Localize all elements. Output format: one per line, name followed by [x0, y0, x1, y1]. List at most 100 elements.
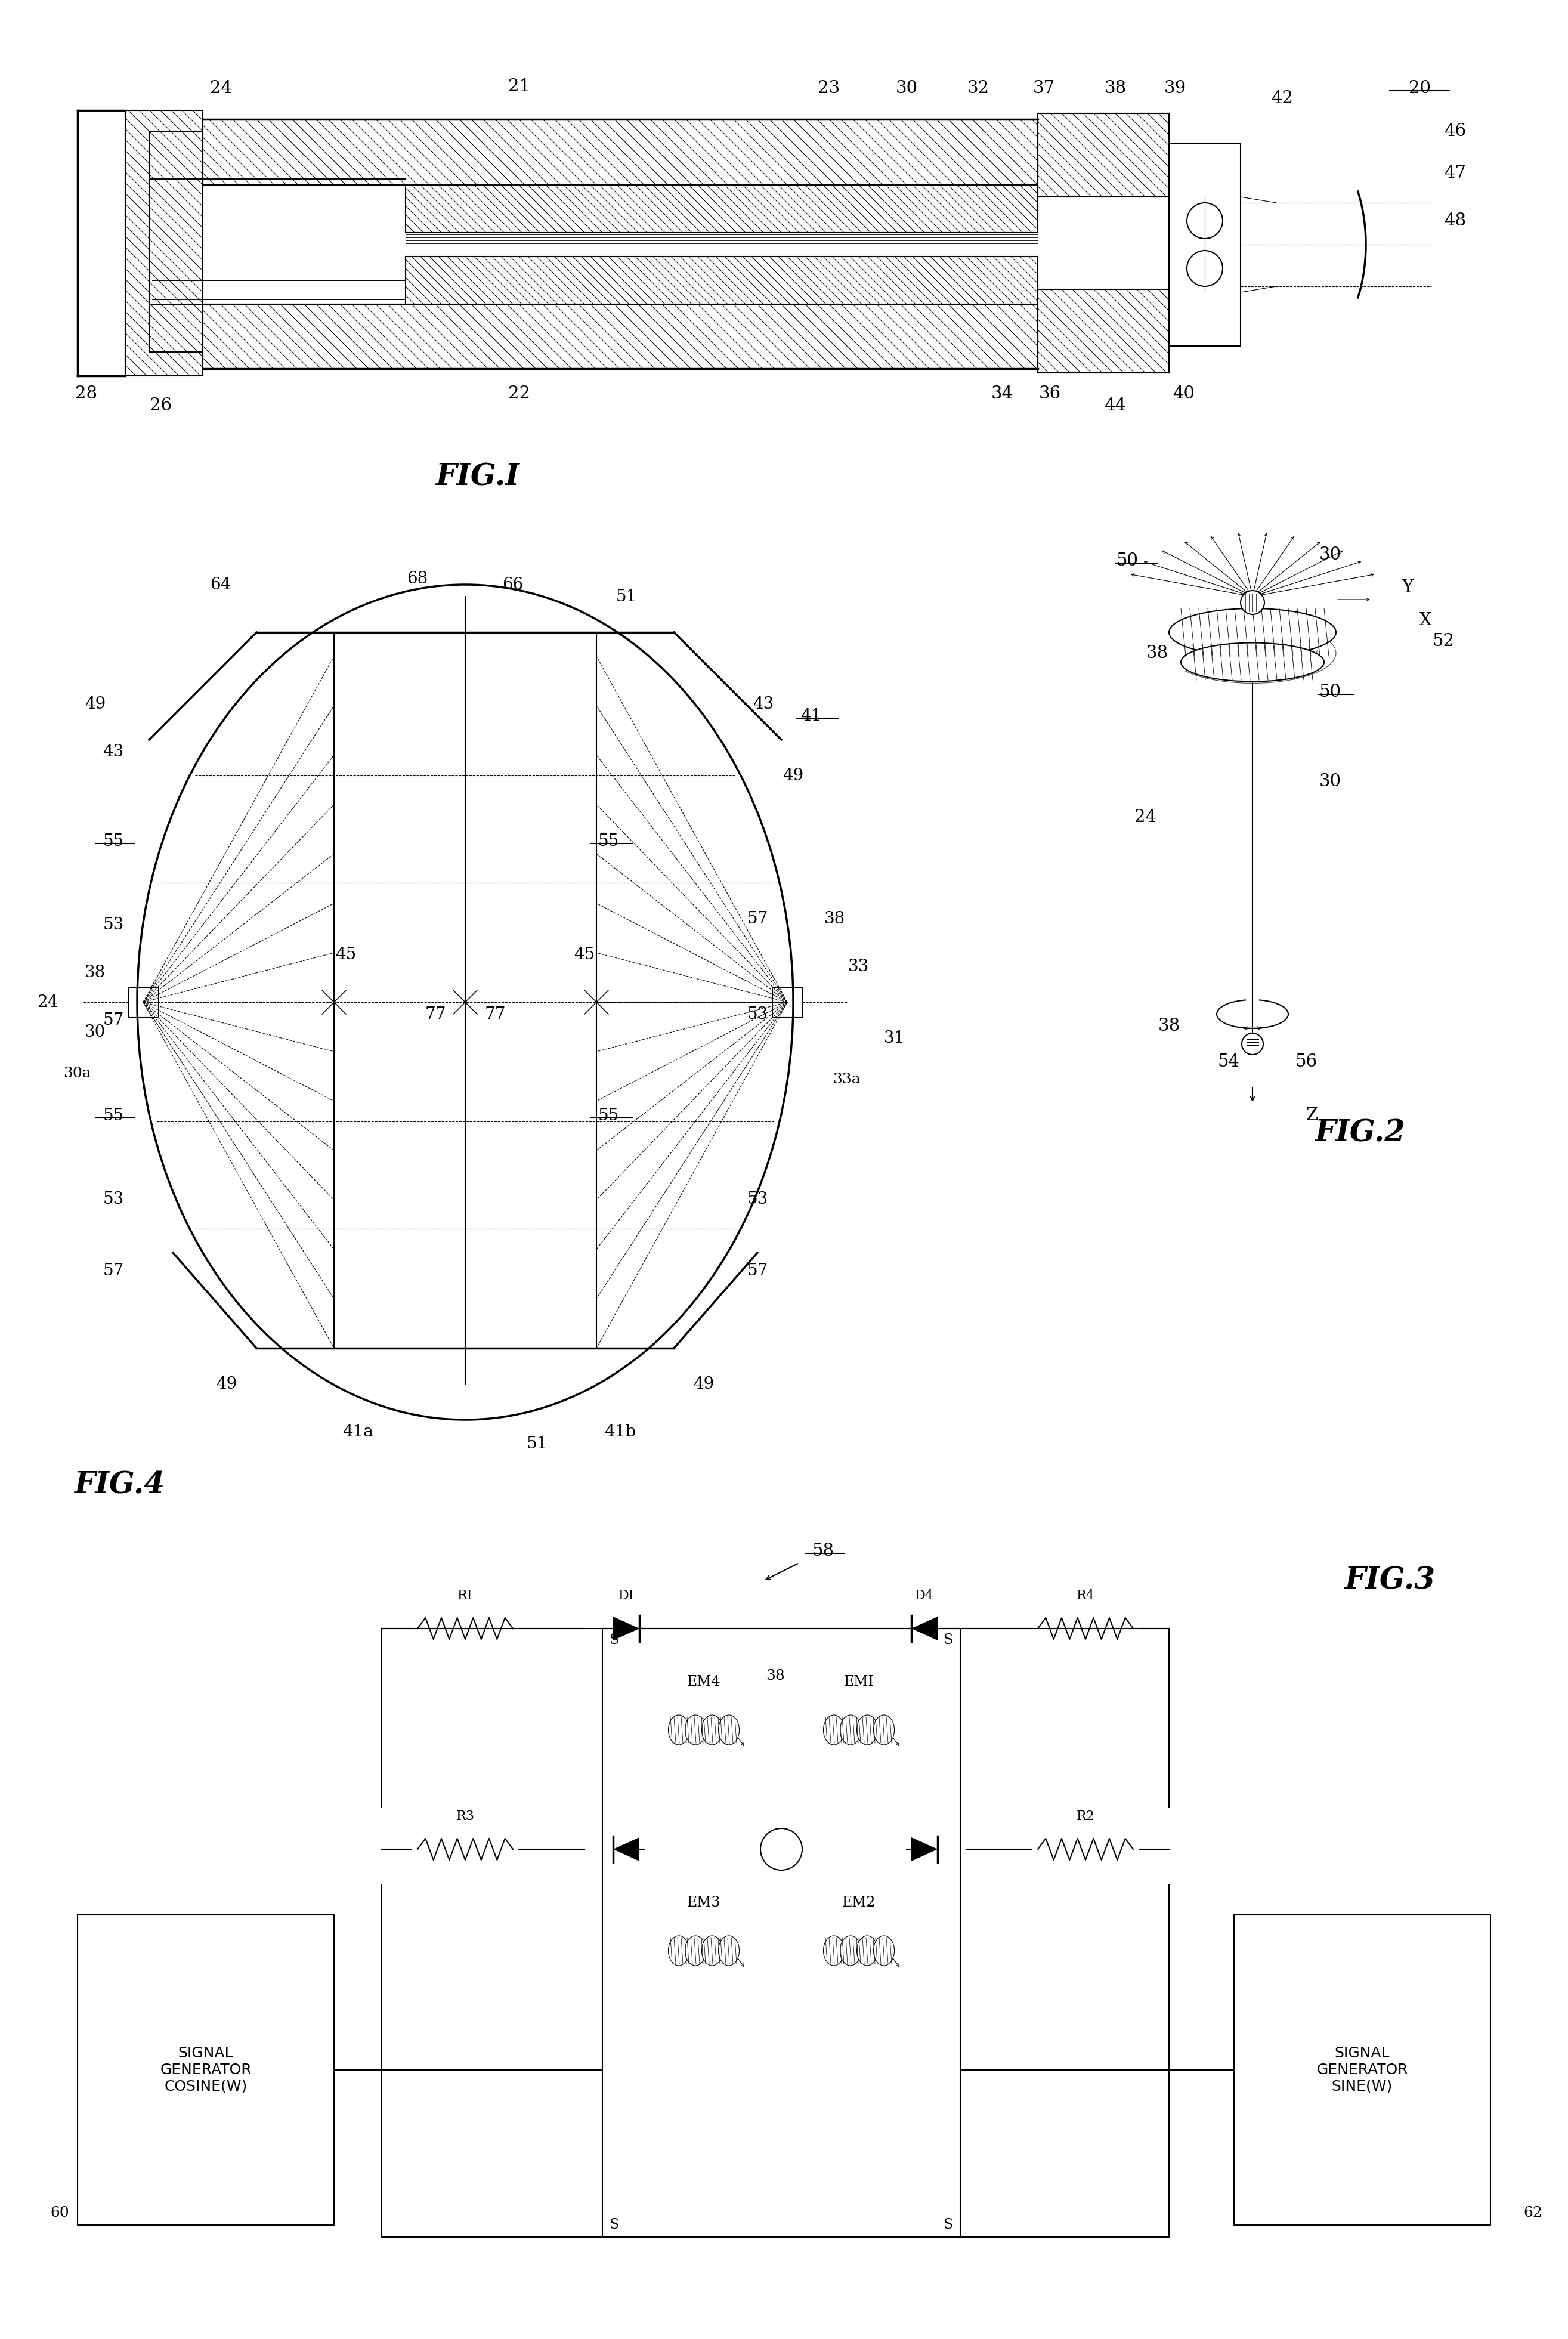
Polygon shape — [602, 1628, 960, 2236]
Text: 53: 53 — [746, 1191, 768, 1207]
Ellipse shape — [668, 1714, 690, 1745]
Text: 50: 50 — [1319, 683, 1341, 699]
Polygon shape — [1234, 1916, 1491, 2224]
Text: 45: 45 — [336, 947, 356, 964]
Text: 45: 45 — [574, 947, 594, 964]
Text: 55: 55 — [103, 833, 124, 849]
Text: R3: R3 — [456, 1810, 475, 1822]
Text: D4: D4 — [916, 1588, 935, 1602]
Polygon shape — [1038, 112, 1170, 196]
Polygon shape — [406, 257, 1038, 304]
Text: EM2: EM2 — [842, 1897, 877, 1911]
Ellipse shape — [1170, 608, 1336, 657]
Text: 30a: 30a — [64, 1067, 91, 1081]
Polygon shape — [125, 110, 202, 377]
Bar — [129, 987, 158, 1017]
Text: 43: 43 — [753, 697, 775, 711]
Text: 30: 30 — [1319, 547, 1341, 564]
Text: R4: R4 — [1076, 1588, 1094, 1602]
Text: 58: 58 — [812, 1544, 834, 1560]
Ellipse shape — [685, 1937, 706, 1965]
Text: SIGNAL
GENERATOR
COSINE(W): SIGNAL GENERATOR COSINE(W) — [160, 2047, 251, 2093]
Text: 53: 53 — [746, 1006, 768, 1022]
Text: 49: 49 — [693, 1375, 715, 1392]
Text: 64: 64 — [210, 575, 230, 592]
Text: RI: RI — [458, 1588, 474, 1602]
Text: 30: 30 — [85, 1024, 107, 1041]
Text: 52: 52 — [1432, 634, 1455, 650]
Text: 38: 38 — [765, 1670, 786, 1684]
Text: 24: 24 — [1134, 809, 1156, 826]
Ellipse shape — [856, 1937, 878, 1965]
Ellipse shape — [873, 1714, 894, 1745]
Text: 20: 20 — [1408, 80, 1430, 96]
Text: 38: 38 — [825, 910, 845, 926]
Text: 47: 47 — [1444, 164, 1466, 182]
Text: 44: 44 — [1104, 398, 1126, 414]
Text: 24: 24 — [38, 994, 58, 1010]
Text: 77: 77 — [425, 1006, 445, 1022]
Text: R2: R2 — [1076, 1810, 1094, 1822]
Text: 55: 55 — [597, 1106, 619, 1123]
Text: FIG.4: FIG.4 — [74, 1471, 165, 1499]
Text: 33a: 33a — [833, 1074, 861, 1088]
Ellipse shape — [668, 1937, 690, 1965]
Text: 77: 77 — [485, 1006, 505, 1022]
Text: 56: 56 — [1295, 1053, 1317, 1071]
Text: X: X — [1419, 613, 1432, 629]
Text: Y: Y — [1402, 580, 1413, 596]
Text: SIGNAL
GENERATOR
SINE(W): SIGNAL GENERATOR SINE(W) — [1317, 2047, 1408, 2093]
Ellipse shape — [840, 1937, 861, 1965]
Text: 22: 22 — [508, 386, 530, 402]
Text: EM4: EM4 — [687, 1675, 721, 1689]
Text: 40: 40 — [1173, 386, 1195, 402]
Text: 37: 37 — [1033, 80, 1055, 96]
Text: 60: 60 — [50, 2206, 69, 2220]
Polygon shape — [613, 1838, 640, 1862]
Text: 34: 34 — [991, 386, 1013, 402]
Text: 38: 38 — [1104, 80, 1126, 96]
Circle shape — [1242, 1034, 1264, 1055]
Text: FIG.3: FIG.3 — [1344, 1567, 1435, 1595]
Text: 57: 57 — [746, 910, 768, 926]
Text: 54: 54 — [1218, 1053, 1240, 1071]
Text: 46: 46 — [1444, 124, 1466, 140]
Polygon shape — [202, 304, 1038, 370]
Text: 49: 49 — [216, 1375, 237, 1392]
Ellipse shape — [718, 1714, 739, 1745]
Text: EMI: EMI — [844, 1675, 873, 1689]
Polygon shape — [911, 1616, 938, 1640]
Text: 43: 43 — [103, 744, 124, 760]
Text: 39: 39 — [1163, 80, 1185, 96]
Ellipse shape — [856, 1714, 878, 1745]
Polygon shape — [406, 232, 1038, 257]
Text: Z: Z — [1306, 1106, 1319, 1123]
Text: S: S — [944, 1633, 953, 1647]
Text: 42: 42 — [1272, 91, 1294, 108]
Bar — [773, 987, 803, 1017]
Polygon shape — [613, 1616, 640, 1640]
Polygon shape — [202, 119, 1038, 185]
Text: 30: 30 — [1319, 774, 1341, 791]
Text: 55: 55 — [103, 1106, 124, 1123]
Circle shape — [760, 1829, 803, 1871]
Text: 57: 57 — [103, 1013, 124, 1029]
Ellipse shape — [702, 1937, 723, 1965]
Polygon shape — [1170, 143, 1240, 346]
Text: S: S — [944, 2217, 953, 2231]
Text: 38: 38 — [1146, 646, 1168, 662]
Text: 38: 38 — [1157, 1017, 1181, 1034]
Text: 21: 21 — [508, 77, 530, 96]
Text: 53: 53 — [103, 1191, 124, 1207]
Circle shape — [1240, 589, 1264, 615]
Text: 30: 30 — [895, 80, 917, 96]
Text: 48: 48 — [1444, 213, 1466, 229]
Text: 32: 32 — [967, 80, 989, 96]
Ellipse shape — [1181, 643, 1323, 681]
Text: 41: 41 — [801, 709, 822, 723]
Text: 31: 31 — [884, 1029, 905, 1046]
Text: 62: 62 — [1524, 2206, 1543, 2220]
Polygon shape — [406, 185, 1038, 232]
Text: 68: 68 — [408, 571, 428, 587]
Text: 49: 49 — [85, 697, 107, 711]
